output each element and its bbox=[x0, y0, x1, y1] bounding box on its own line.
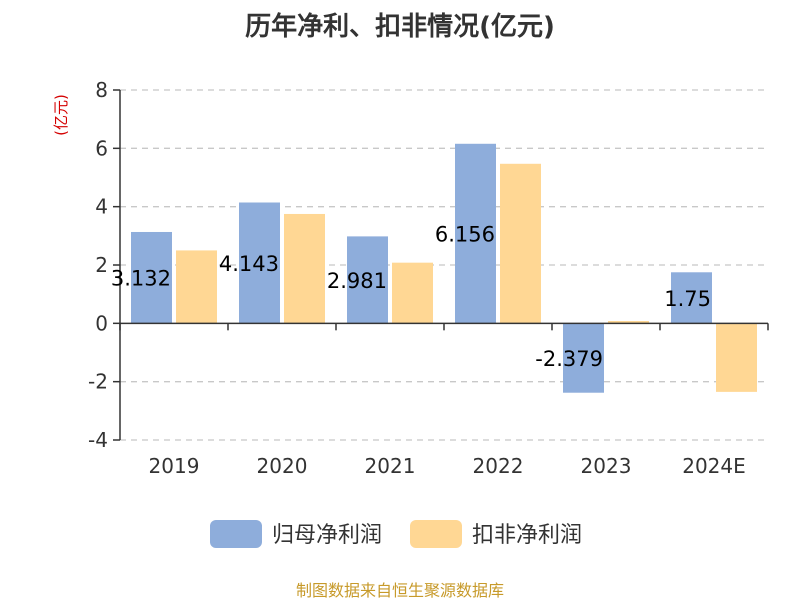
x-tick-label: 2020 bbox=[257, 454, 308, 478]
legend-label-deducted-net-profit: 扣非净利润 bbox=[472, 523, 582, 548]
data-label-2021: 2.981 bbox=[327, 269, 387, 293]
bar-deducted-net-profit-2019 bbox=[176, 250, 217, 324]
bar-net-profit-2024E bbox=[671, 272, 712, 324]
legend-label-net-profit: 归母净利润 bbox=[272, 523, 382, 548]
source-note: 制图数据来自恒生聚源数据库 bbox=[295, 581, 504, 600]
x-tick-label: 2019 bbox=[149, 454, 200, 478]
bar-deducted-net-profit-2022 bbox=[500, 163, 541, 324]
legend: 归母净利润 扣非净利润 bbox=[210, 520, 582, 548]
data-label-2019: 3.132 bbox=[111, 267, 171, 291]
axes: -4 -2 0 2 4 6 8 2019 2020 2021 2022 2023 2024E bbox=[88, 78, 769, 478]
y-tick-label: 6 bbox=[95, 136, 108, 160]
bar-net-profit-2023 bbox=[563, 323, 604, 393]
y-tick-label: 2 bbox=[95, 253, 108, 277]
bar-deducted-net-profit-2020 bbox=[284, 213, 325, 324]
bar-deducted-net-profit-2024E bbox=[716, 323, 757, 392]
data-label-2022: 6.156 bbox=[435, 223, 495, 247]
bar-net-profit-2022 bbox=[455, 143, 496, 324]
y-tick-label: 4 bbox=[95, 195, 108, 219]
bar-deducted-net-profit-2021 bbox=[392, 262, 433, 324]
bar-deducted-net-profit-2023 bbox=[608, 321, 649, 324]
data-label-2023: -2.379 bbox=[535, 347, 603, 371]
bar-net-profit-2020 bbox=[239, 202, 280, 324]
legend-swatch-net-profit bbox=[210, 520, 262, 548]
y-axis-unit-label: (亿元) bbox=[52, 94, 70, 136]
bars bbox=[131, 143, 757, 393]
x-tick-label: 2023 bbox=[581, 454, 632, 478]
x-tick-label: 2024E bbox=[682, 454, 746, 478]
bar-net-profit-2019 bbox=[131, 231, 172, 324]
bar-net-profit-2021 bbox=[347, 236, 388, 324]
x-tick-label: 2021 bbox=[365, 454, 416, 478]
y-tick-label: -4 bbox=[88, 428, 108, 452]
gridlines bbox=[120, 89, 768, 441]
data-labels: 3.132 4.143 2.981 6.156 -2.379 1.75 bbox=[111, 223, 711, 371]
data-label-2020: 4.143 bbox=[219, 252, 279, 276]
legend-swatch-deducted-net-profit bbox=[410, 520, 462, 548]
data-label-2024E: 1.75 bbox=[664, 287, 711, 311]
y-tick-label: -2 bbox=[88, 370, 108, 394]
x-tick-label: 2022 bbox=[473, 454, 524, 478]
y-tick-label: 0 bbox=[95, 311, 108, 335]
y-tick-label: 8 bbox=[95, 78, 108, 102]
chart-title: 历年净利、扣非情况(亿元) bbox=[245, 12, 555, 42]
